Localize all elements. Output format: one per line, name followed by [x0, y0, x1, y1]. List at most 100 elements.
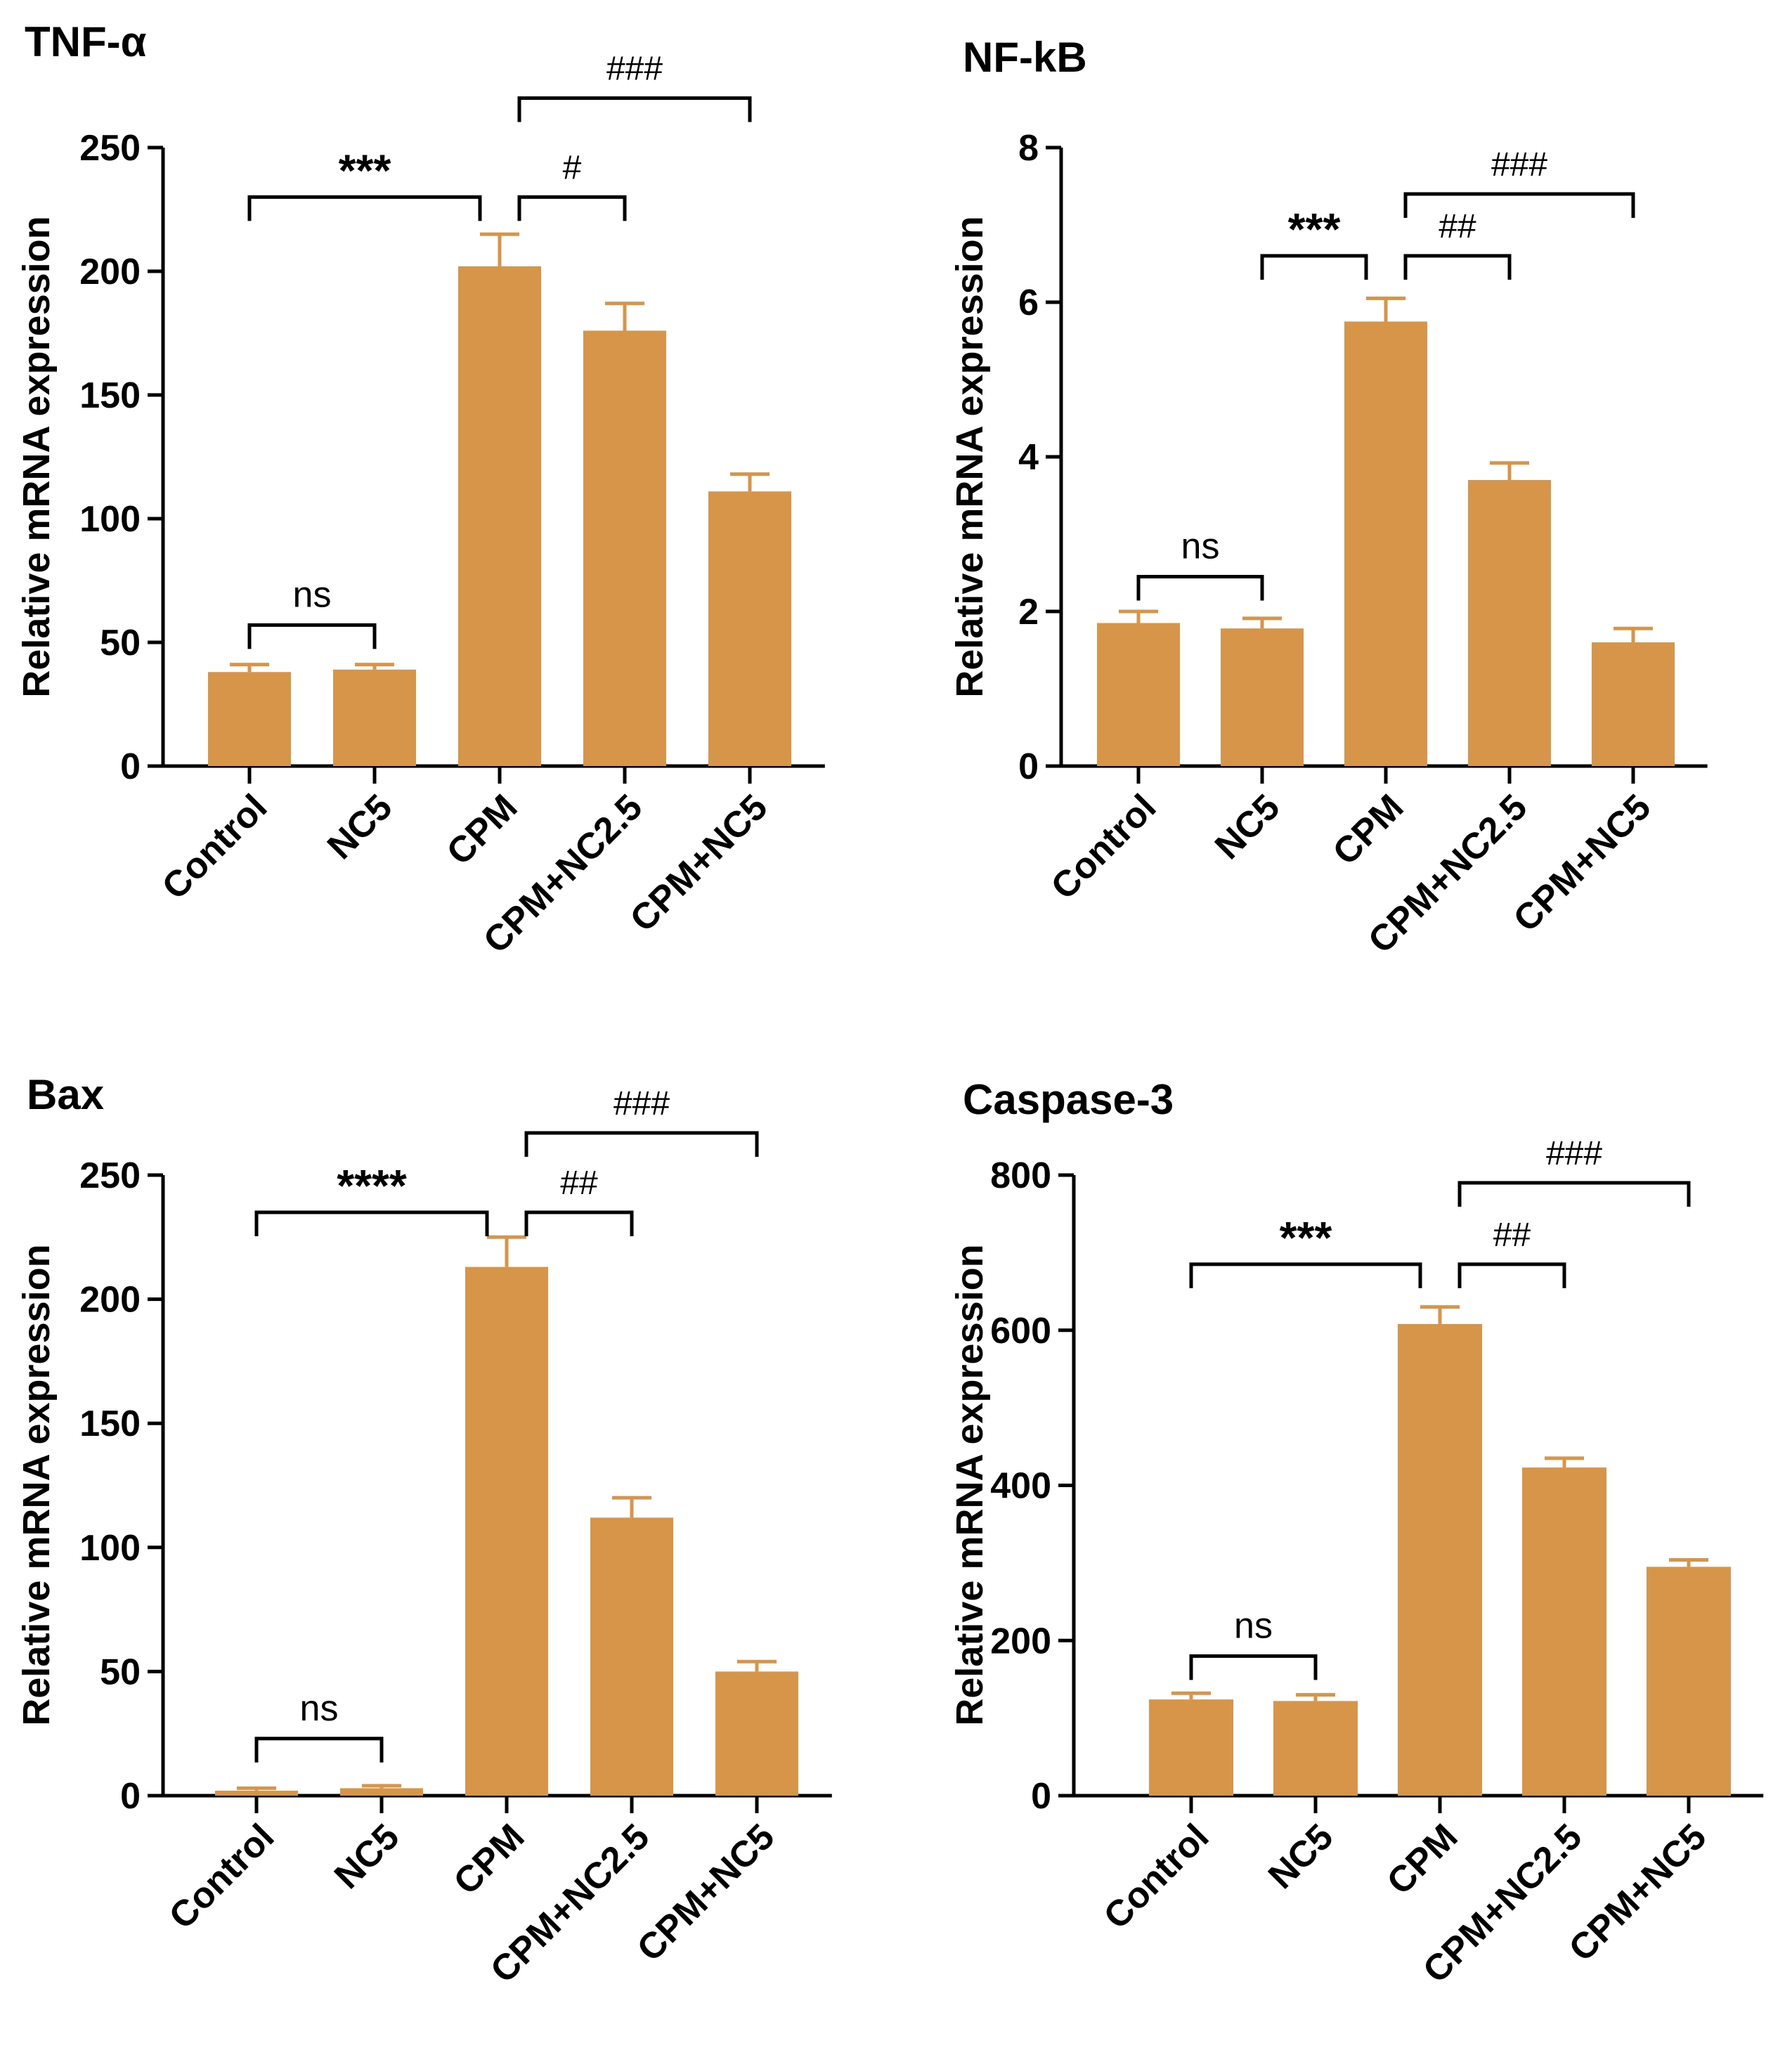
bar-cpm-nc2-5	[590, 1517, 673, 1796]
significance-label: ###	[1491, 146, 1547, 183]
y-tick-label: 600	[990, 1311, 1051, 1351]
y-tick-label: 0	[120, 1776, 141, 1817]
y-tick-label: 2	[1018, 592, 1039, 633]
significance-label: ns	[1181, 526, 1220, 567]
significance-label: ###	[606, 51, 663, 88]
y-axis-label: Relative mRNA expression	[949, 1244, 991, 1725]
x-category-label: NC5	[320, 786, 401, 867]
y-tick-label: 6	[1018, 283, 1039, 323]
significance-label: ##	[560, 1165, 598, 1202]
significance-label: ###	[613, 1085, 670, 1122]
bar-cpm-nc2-5	[1468, 480, 1551, 766]
significance-bracket	[1403, 254, 1512, 280]
bar-cpm-nc5	[1647, 1567, 1731, 1796]
x-category-label: NC5	[327, 1816, 408, 1897]
x-category-label: CPM	[1325, 786, 1412, 873]
y-tick-label: 50	[100, 623, 141, 663]
bar-cpm-nc5	[708, 491, 791, 766]
y-tick-label: 100	[79, 499, 141, 540]
significance-label: ns	[300, 1688, 339, 1729]
y-tick-label: 50	[100, 1652, 141, 1692]
significance-bracket	[524, 1210, 634, 1236]
bar-control	[215, 1790, 298, 1796]
bar-control	[1097, 623, 1180, 766]
panel-title: NF-kB	[963, 34, 1087, 81]
bar-cpm-nc5	[1592, 642, 1675, 766]
y-tick-label: 250	[79, 128, 141, 169]
significance-bracket	[1136, 575, 1264, 601]
panel-tnf-alpha: TNF-α Relative mRNA expression 0 50 100 150 20…	[15, 18, 825, 961]
significance-label: ***	[1280, 1212, 1332, 1263]
bar-cpm	[1344, 321, 1427, 766]
significance-label: ***	[339, 145, 391, 195]
significance-label: ***	[1288, 204, 1341, 254]
significance-label: ##	[1493, 1217, 1531, 1254]
significance-bracket	[517, 195, 627, 221]
bar-control	[1149, 1699, 1233, 1796]
panel-bax: Bax Relative mRNA expression 0 50 100 150 200 2…	[15, 1071, 832, 1991]
panel-title: Caspase-3	[963, 1076, 1174, 1123]
bar-cpm	[1398, 1323, 1482, 1796]
panel-nf-kb: NF-kB Relative mRNA expression 0 2 4 6 8 Contro…	[949, 34, 1708, 961]
significance-bracket	[254, 1737, 384, 1763]
y-axis-label: Relative mRNA expression	[15, 1244, 58, 1725]
x-category-label: Control	[155, 786, 275, 907]
y-axis-label: Relative mRNA expression	[949, 216, 991, 697]
significance-bracket	[1457, 1262, 1566, 1288]
significance-bracket	[1403, 192, 1635, 218]
y-tick-label: 0	[120, 746, 141, 787]
bar-nc5	[1221, 628, 1304, 766]
x-category-label: CPM+NC5	[630, 1816, 783, 1969]
significance-label: ###	[1546, 1135, 1602, 1172]
significance-bracket	[1189, 1262, 1422, 1288]
bar-nc5	[1273, 1701, 1358, 1796]
significance-label: #	[563, 149, 582, 186]
bar-cpm-nc2-5	[583, 330, 666, 767]
x-category-label: NC5	[1207, 786, 1288, 867]
significance-bracket	[247, 623, 377, 649]
y-tick-label: 400	[990, 1466, 1051, 1507]
y-tick-label: 8	[1018, 128, 1039, 169]
bar-cpm	[458, 266, 541, 767]
y-tick-label: 4	[1018, 437, 1039, 478]
significance-bracket	[1189, 1654, 1318, 1680]
x-category-label: CPM	[1379, 1816, 1466, 1902]
significance-bracket	[254, 1210, 489, 1236]
y-tick-label: 200	[990, 1621, 1051, 1661]
panel-caspase-3: Caspase-3 Relative mRNA expression 0 200 400…	[949, 1076, 1764, 1991]
x-category-label: Control	[1096, 1816, 1217, 1937]
significance-label: ****	[337, 1160, 407, 1211]
x-category-label: CPM+NC5	[623, 786, 776, 940]
y-tick-label: 150	[79, 375, 141, 416]
panel-title: Bax	[27, 1071, 104, 1118]
x-category-label: NC5	[1261, 1816, 1342, 1897]
significance-label: ns	[1234, 1605, 1273, 1646]
y-tick-label: 0	[1031, 1776, 1051, 1817]
significance-bracket	[1260, 254, 1368, 280]
y-tick-label: 800	[990, 1155, 1051, 1196]
significance-bracket	[517, 96, 752, 122]
x-category-label: Control	[1044, 786, 1164, 907]
bar-cpm-nc5	[715, 1671, 798, 1796]
bar-nc5	[333, 669, 416, 766]
y-tick-label: 0	[1018, 746, 1039, 787]
bar-nc5	[340, 1788, 423, 1796]
significance-label: ##	[1439, 208, 1476, 245]
bar-control	[208, 672, 291, 766]
y-axis-label: Relative mRNA expression	[15, 216, 58, 697]
panel-title: TNF-α	[25, 18, 147, 65]
x-category-label: CPM	[439, 786, 526, 873]
y-tick-label: 200	[79, 1280, 141, 1321]
x-category-label: Control	[162, 1816, 283, 1937]
y-tick-label: 100	[79, 1528, 141, 1569]
significance-label: ns	[293, 574, 332, 615]
x-category-label: CPM+NC5	[1561, 1816, 1715, 1969]
significance-bracket	[524, 1131, 759, 1157]
x-category-label: CPM	[446, 1816, 533, 1902]
y-tick-label: 200	[79, 252, 141, 292]
significance-bracket	[247, 195, 482, 221]
significance-bracket	[1457, 1181, 1691, 1207]
bar-cpm-nc2-5	[1522, 1467, 1606, 1796]
y-tick-label: 150	[79, 1404, 141, 1444]
